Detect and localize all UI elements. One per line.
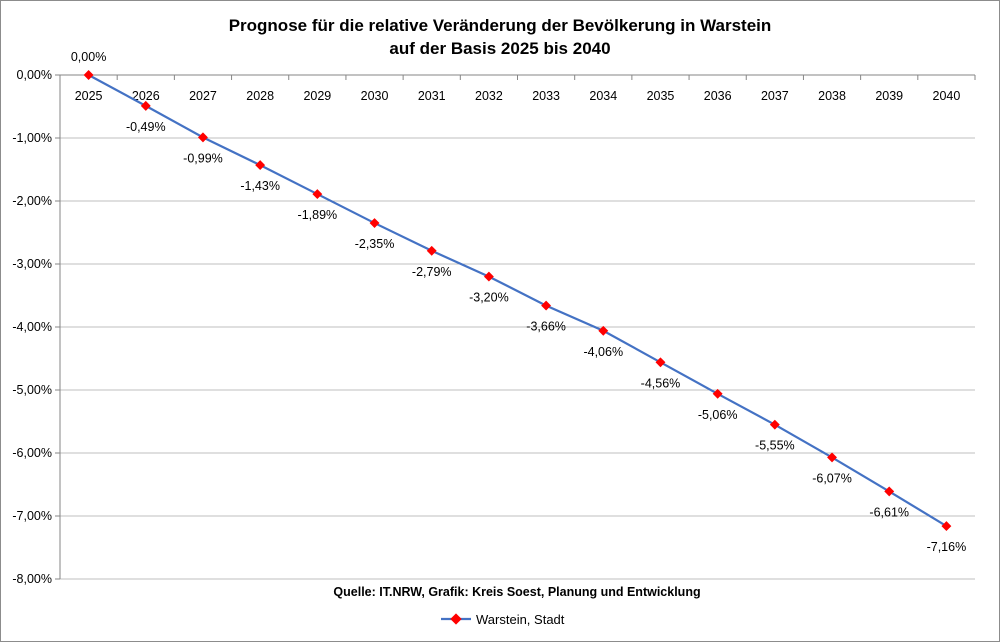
- x-tick-label: 2037: [761, 89, 789, 103]
- data-point: [827, 452, 837, 463]
- x-tick-label: 2027: [189, 89, 217, 103]
- legend-marker: [450, 613, 462, 625]
- y-tick-label: -7,00%: [12, 509, 52, 523]
- x-tick-label: 2035: [647, 89, 675, 103]
- data-label: -0,99%: [183, 151, 223, 165]
- data-point: [426, 245, 437, 256]
- source-note: Quelle: IT.NRW, Grafik: Kreis Soest, Pla…: [333, 585, 700, 599]
- y-tick-label: 0,00%: [17, 68, 52, 82]
- data-point: [255, 160, 266, 171]
- x-tick-label: 2025: [75, 89, 103, 103]
- x-tick-label: 2029: [303, 89, 331, 103]
- data-label: -1,43%: [240, 179, 280, 193]
- series-line: [88, 74, 947, 528]
- x-tick-label: 2040: [933, 89, 961, 103]
- data-point: [655, 357, 666, 368]
- chart-title-line-2: auf der Basis 2025 bis 2040: [389, 39, 610, 58]
- data-point: [483, 271, 494, 282]
- data-point: [312, 189, 323, 200]
- legend-label: Warstein, Stadt: [476, 612, 565, 627]
- x-tick-label: 2033: [532, 89, 560, 103]
- data-point: [712, 388, 723, 399]
- x-tick-label: 2038: [818, 89, 846, 103]
- data-label: -1,89%: [298, 208, 338, 222]
- data-label: -4,56%: [641, 376, 681, 390]
- data-point: [884, 486, 895, 497]
- x-tick-label: 2039: [875, 89, 903, 103]
- data-label: -3,20%: [469, 291, 509, 305]
- data-point: [369, 218, 380, 228]
- y-tick-label: -5,00%: [12, 383, 52, 397]
- x-tick-label: 2032: [475, 89, 503, 103]
- legend: Warstein, Stadt: [441, 612, 565, 627]
- data-label: -4,06%: [583, 345, 623, 359]
- x-tick-label: 2031: [418, 89, 446, 103]
- y-tick-label: -3,00%: [12, 257, 52, 271]
- x-tick-label: 2030: [361, 89, 389, 103]
- data-point: [83, 70, 94, 80]
- data-label: -0,49%: [126, 120, 166, 134]
- data-label: -5,06%: [698, 408, 738, 422]
- y-tick-label: -8,00%: [12, 572, 52, 586]
- x-tick-label: 2028: [246, 89, 274, 103]
- data-point: [941, 521, 952, 532]
- y-tick-label: -1,00%: [12, 131, 52, 145]
- chart-title-line-1: Prognose für die relative Veränderung de…: [229, 16, 772, 35]
- data-point: [769, 419, 780, 430]
- y-tick-label: -2,00%: [12, 194, 52, 208]
- data-label: -2,79%: [412, 265, 452, 279]
- data-label: -2,35%: [355, 237, 395, 251]
- x-tick-label: 2036: [704, 89, 732, 103]
- data-label: -5,55%: [755, 439, 795, 453]
- data-point: [541, 300, 552, 311]
- data-point: [140, 100, 151, 111]
- x-tick-label: 2034: [589, 89, 617, 103]
- data-label: -6,61%: [869, 505, 909, 519]
- data-label: -6,07%: [812, 471, 852, 485]
- data-label: -7,16%: [927, 540, 967, 554]
- data-label: 0,00%: [71, 50, 106, 64]
- y-tick-label: -6,00%: [12, 446, 52, 460]
- data-point: [198, 132, 208, 143]
- y-tick-label: -4,00%: [12, 320, 52, 334]
- x-tick-label: 2026: [132, 89, 160, 103]
- data-point: [598, 325, 609, 336]
- data-label: -3,66%: [526, 320, 566, 334]
